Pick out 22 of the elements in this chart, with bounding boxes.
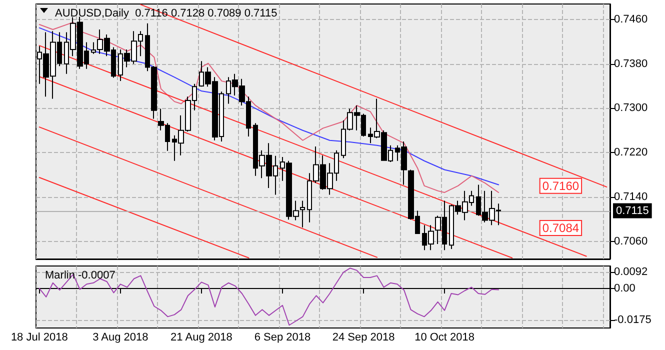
- y-tick-label: 0.7060: [614, 235, 648, 248]
- ref-line-label: 0.7115: [616, 204, 649, 217]
- annotation: 0.7084: [542, 220, 580, 235]
- x-tick-label: 3 Aug 2018: [92, 332, 148, 344]
- y-tick-label: -0.0175: [614, 314, 652, 326]
- x-tick-label: 21 Aug 2018: [170, 332, 232, 344]
- y-tick-label: 0.7140: [614, 190, 648, 203]
- y-tick-label: 0.0092: [614, 266, 648, 278]
- y-tick-label: 0.7220: [614, 146, 648, 159]
- x-tick-label: 24 Sep 2018: [332, 332, 395, 344]
- y-tick-label: 0.7460: [614, 14, 648, 26]
- line-series: [38, 268, 500, 326]
- x-tick-label: 6 Sep 2018: [254, 332, 311, 344]
- chart-title: AUDUSD,Daily 0.7116 0.7128 0.7089 0.7115: [55, 8, 278, 20]
- y-tick-label: 0.00: [614, 282, 636, 294]
- chart-title: Marlin -0.0007: [45, 270, 116, 282]
- annotation: 0.7160: [542, 178, 580, 193]
- y-tick-label: 0.7300: [614, 102, 648, 114]
- candlestick: [300, 200, 305, 228]
- x-tick-label: 10 Oct 2018: [414, 332, 475, 344]
- y-tick-label: 0.7380: [614, 58, 648, 70]
- x-tick-label: 18 Jul 2018: [10, 332, 68, 344]
